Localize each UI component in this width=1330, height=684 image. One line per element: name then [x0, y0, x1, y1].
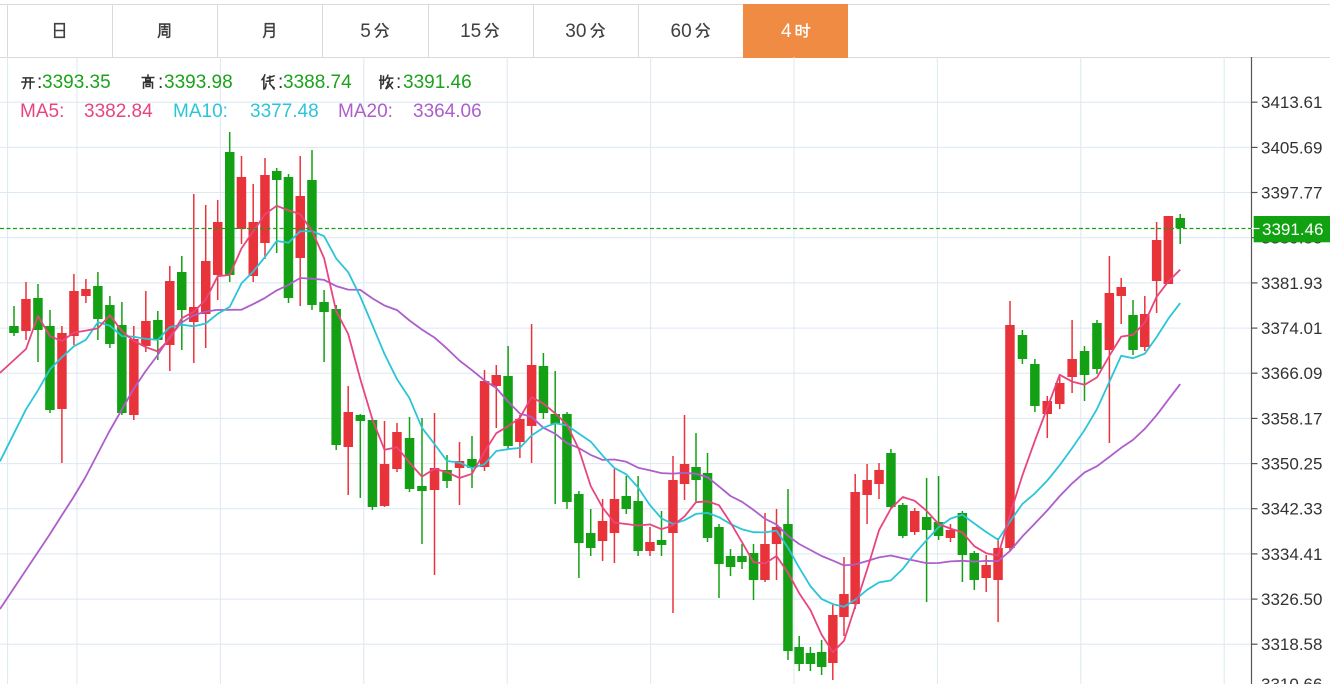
svg-text:3318.58: 3318.58: [1261, 635, 1322, 654]
svg-text:3381.93: 3381.93: [1261, 274, 1322, 293]
svg-text:3350.25: 3350.25: [1261, 455, 1322, 474]
svg-text:3391.46: 3391.46: [1262, 220, 1323, 239]
svg-text:3358.17: 3358.17: [1261, 409, 1322, 428]
svg-text:3374.01: 3374.01: [1261, 319, 1322, 338]
svg-text:3326.50: 3326.50: [1261, 590, 1322, 609]
svg-text:3413.61: 3413.61: [1261, 93, 1322, 112]
svg-text:3397.77: 3397.77: [1261, 184, 1322, 203]
svg-text:3405.69: 3405.69: [1261, 138, 1322, 157]
svg-text:3334.41: 3334.41: [1261, 545, 1322, 564]
svg-text:3342.33: 3342.33: [1261, 500, 1322, 519]
svg-text:3366.09: 3366.09: [1261, 364, 1322, 383]
svg-text:3310.66: 3310.66: [1261, 675, 1322, 684]
